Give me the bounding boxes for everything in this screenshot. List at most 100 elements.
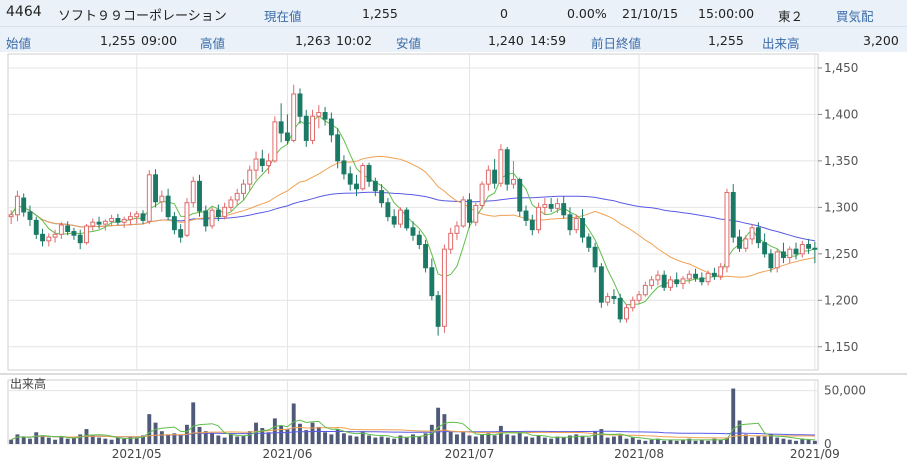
- volume-bar: [712, 438, 717, 444]
- volume-bar: [241, 435, 246, 444]
- candle-body: [749, 227, 755, 240]
- volume-bar: [65, 438, 70, 444]
- volume-bar: [674, 440, 679, 444]
- volume-bar: [153, 422, 158, 444]
- candle-body: [241, 183, 246, 194]
- volume-bar: [568, 435, 572, 444]
- candle-body: [215, 209, 221, 218]
- volume-bar: [605, 437, 610, 444]
- candle-body: [341, 160, 347, 175]
- candle-body: [441, 248, 447, 327]
- candle-body: [322, 112, 328, 120]
- volume-bar: [59, 436, 64, 444]
- volume-bar: [706, 440, 711, 444]
- volume-bar: [260, 428, 265, 444]
- candle-body: [630, 299, 636, 309]
- candle-body: [360, 165, 366, 190]
- high-label: 高値: [200, 36, 226, 51]
- candle-body: [127, 216, 133, 220]
- candle-body: [542, 204, 548, 208]
- candle-body: [197, 180, 202, 212]
- candle-body: [134, 213, 140, 218]
- candle-body: [153, 174, 159, 203]
- candle-body: [498, 149, 504, 184]
- volume-bar: [360, 431, 365, 444]
- candle-body: [284, 132, 290, 141]
- candle-body: [423, 244, 429, 269]
- quote-time: 15:00:00: [698, 6, 755, 21]
- price-tick-label: 1,300: [824, 200, 858, 214]
- volume-bar: [681, 439, 685, 444]
- volume-bar: [492, 435, 497, 444]
- volume-bar: [731, 388, 736, 444]
- volume-bar: [429, 424, 434, 444]
- candle-body: [71, 231, 77, 236]
- volume-bar: [178, 435, 183, 444]
- price-tick-label: 1,450: [824, 61, 858, 75]
- volume-bar: [46, 437, 51, 444]
- price-tick-label: 1,400: [824, 107, 858, 121]
- volume-bar: [505, 434, 510, 444]
- candle-body: [372, 180, 378, 192]
- month-tick-label: 2021/05: [112, 447, 162, 461]
- volume-bar: [97, 437, 101, 444]
- volume-bar: [718, 439, 723, 444]
- candle-body: [8, 214, 14, 218]
- volume-bar: [247, 431, 252, 444]
- candle-body: [203, 210, 209, 227]
- candle-body: [705, 272, 711, 283]
- volume-bar: [28, 438, 32, 444]
- volume-bar: [580, 436, 585, 444]
- volume-bar: [385, 437, 390, 444]
- candle-body: [165, 195, 171, 218]
- volume-bar: [555, 436, 560, 444]
- price-change: 0: [500, 6, 508, 21]
- volume-bar: [517, 432, 522, 444]
- candle-body: [379, 190, 385, 204]
- volume-ma-mid-line: [10, 426, 815, 441]
- volume-bar: [103, 438, 108, 444]
- candle-body: [674, 279, 680, 285]
- volume-bar: [279, 425, 284, 444]
- candle-body: [529, 219, 535, 231]
- current-price-label: 現在値: [264, 9, 302, 24]
- candle-body: [781, 251, 786, 259]
- volume-bar: [480, 434, 485, 444]
- candle-body: [410, 227, 416, 236]
- candle-body: [617, 297, 623, 320]
- candle-body: [316, 112, 322, 117]
- price-pane-frame: [7, 53, 819, 371]
- candle-body: [605, 296, 611, 303]
- volume-bar: [486, 433, 491, 444]
- volume-bar: [197, 426, 202, 444]
- candlestick-series: [8, 84, 818, 336]
- volume-bar: [756, 435, 761, 444]
- candle-body: [711, 272, 717, 277]
- volume-bar: [593, 431, 598, 444]
- candle-body: [693, 273, 699, 279]
- candle-body: [592, 246, 598, 268]
- candle-body: [624, 307, 629, 320]
- low-label: 安値: [396, 36, 422, 51]
- candle-body: [209, 209, 215, 227]
- candle-body: [416, 234, 422, 246]
- candle-body: [58, 224, 64, 235]
- volume-bar: [379, 436, 384, 444]
- volume-bar: [542, 437, 547, 444]
- volume-bar: [530, 437, 535, 444]
- volume-label: 出来高: [762, 36, 800, 51]
- volume-bar: [687, 438, 692, 444]
- volume-bar: [611, 436, 616, 444]
- candle-body: [492, 169, 498, 184]
- candle-body: [253, 158, 259, 171]
- candle-body: [404, 209, 410, 229]
- candle-body: [467, 199, 472, 223]
- quote-date: 21/10/15: [622, 6, 679, 21]
- volume-bar: [71, 437, 76, 444]
- volume-bar: [90, 435, 95, 444]
- candle-body: [718, 266, 724, 277]
- candle-body: [234, 192, 240, 201]
- open-label: 始値: [6, 36, 32, 51]
- candle-body: [536, 206, 542, 231]
- candle-body: [667, 279, 673, 288]
